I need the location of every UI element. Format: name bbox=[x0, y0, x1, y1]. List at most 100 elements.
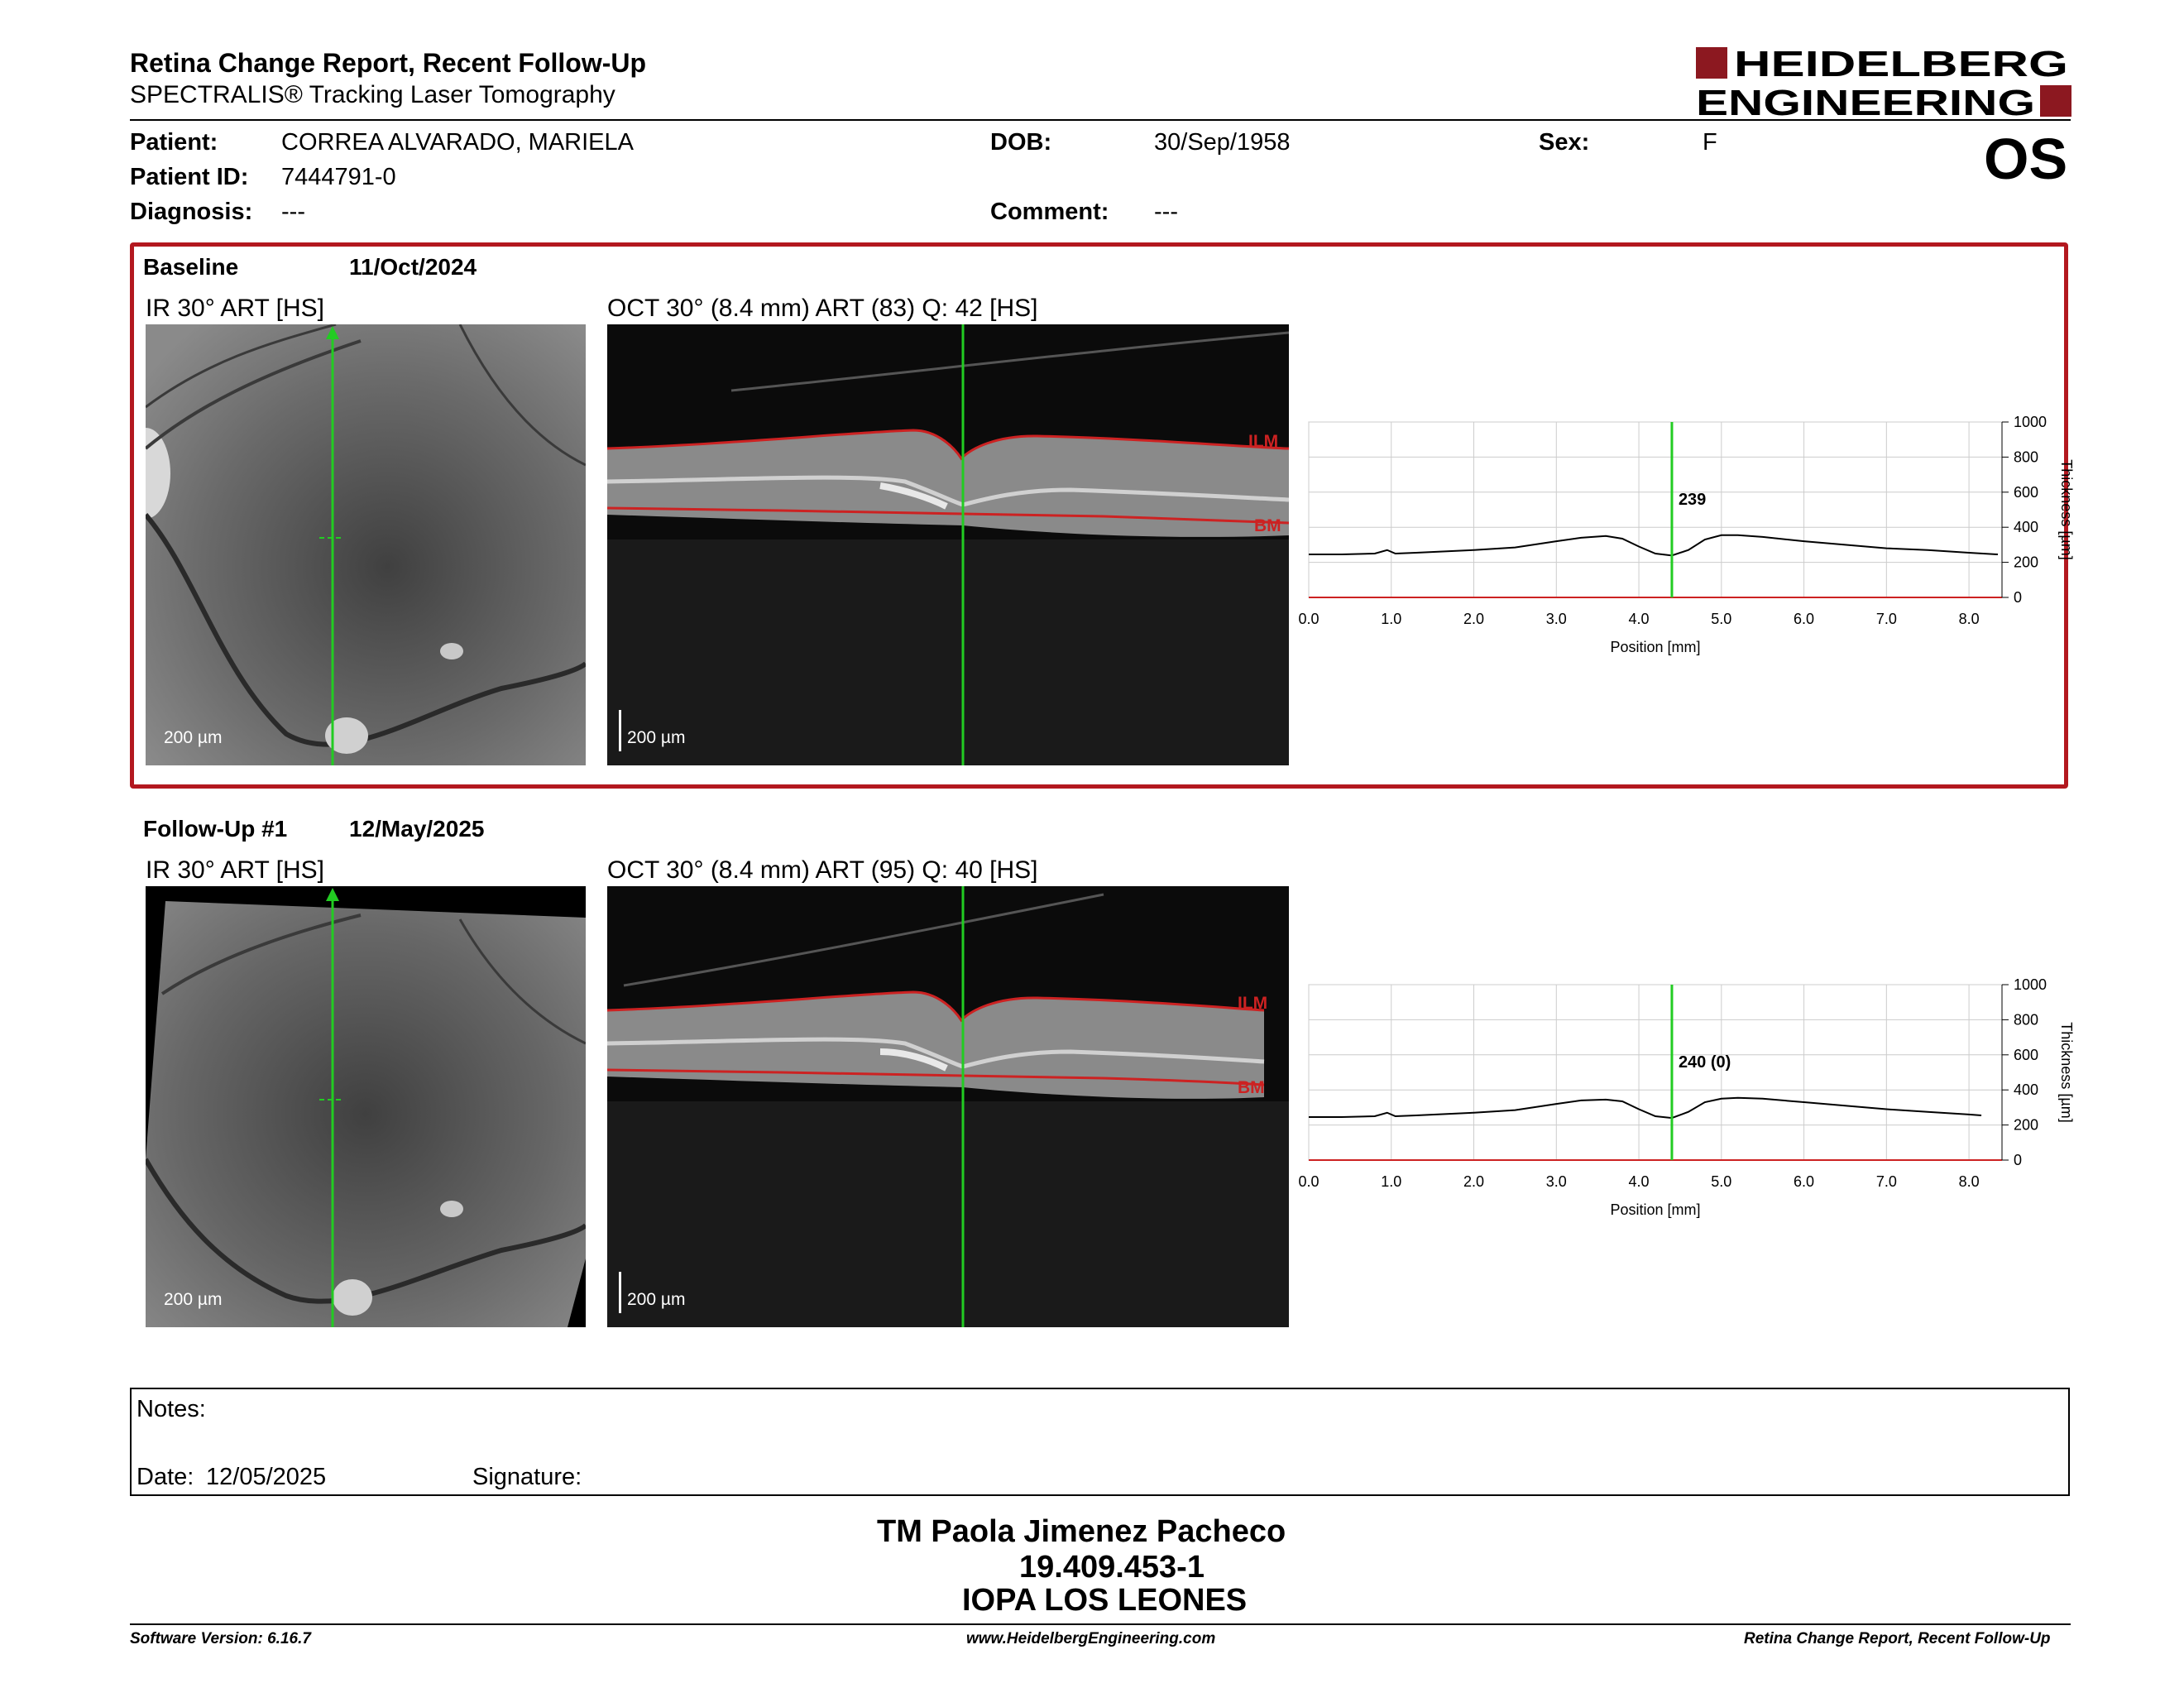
chart-x-tick-label: 6.0 bbox=[1794, 611, 1814, 627]
logo-text-top: HEIDELBERG bbox=[1734, 45, 2068, 84]
patient-id-label: Patient ID: bbox=[130, 164, 249, 190]
baseline-ir-image: 200 µm bbox=[146, 324, 586, 765]
notes-date-label: Date: bbox=[136, 1464, 194, 1490]
notes-label: Notes: bbox=[136, 1396, 206, 1422]
chart-x-tick-label: 2.0 bbox=[1463, 611, 1484, 627]
signer-id: 19.409.453-1 bbox=[1019, 1550, 1205, 1585]
chart-y-tick-label: 600 bbox=[2014, 1047, 2038, 1063]
patient-name: CORREA ALVARADO, MARIELA bbox=[281, 129, 634, 156]
chart-x-tick-label: 3.0 bbox=[1546, 1173, 1567, 1190]
chart-y-axis-label: Thickness [µm] bbox=[2058, 1022, 2075, 1122]
baseline-oct-scale: 200 µm bbox=[627, 728, 686, 747]
followup-ilm-label: ILM bbox=[1238, 994, 1268, 1013]
chart-x-tick-label: 8.0 bbox=[1959, 1173, 1980, 1190]
dob-label: DOB: bbox=[990, 129, 1052, 156]
footer-divider bbox=[130, 1623, 2071, 1625]
patient-id: 7444791-0 bbox=[281, 164, 396, 190]
chart-x-tick-label: 5.0 bbox=[1711, 1173, 1731, 1190]
followup-ir-image: 200 µm bbox=[146, 886, 586, 1327]
baseline-fundus-graphic bbox=[146, 324, 586, 765]
chart-y-tick-label: 1000 bbox=[2014, 976, 2047, 993]
followup-oct-image: ILM BM 200 µm bbox=[607, 886, 1289, 1327]
chart-x-tick-label: 0.0 bbox=[1299, 1173, 1320, 1190]
chart-x-tick-label: 7.0 bbox=[1876, 1173, 1897, 1190]
baseline-oct-image: ILM BM 200 µm bbox=[607, 324, 1289, 765]
chart-y-tick-label: 400 bbox=[2014, 1081, 2038, 1098]
header-divider bbox=[130, 119, 2071, 121]
followup-thickness-chart: 0.0 1.0 2.0 3.0 4.0 5.0 6.0 7.0 8.0 0 200 400 600 800… bbox=[1299, 976, 2075, 1218]
chart-x-tick-label: 1.0 bbox=[1381, 611, 1401, 627]
chart-y-tick-label: 0 bbox=[2014, 1152, 2022, 1168]
chart-x-axis-label: Position [mm] bbox=[1610, 1201, 1700, 1218]
followup-label: Follow-Up #1 bbox=[143, 816, 288, 842]
baseline-bm-label: BM bbox=[1254, 516, 1281, 535]
sex-value: F bbox=[1703, 129, 1717, 156]
chart-x-axis-label: Position [mm] bbox=[1610, 639, 1700, 655]
chart-y-tick-label: 200 bbox=[2014, 554, 2038, 571]
diagnosis-value: --- bbox=[281, 199, 305, 225]
chart-marker-value: 240 (0) bbox=[1679, 1053, 1731, 1072]
chart-x-tick-label: 0.0 bbox=[1299, 611, 1320, 627]
chart-y-tick-label: 800 bbox=[2014, 448, 2038, 465]
followup-date: 12/May/2025 bbox=[349, 816, 485, 842]
baseline-oct-graphic bbox=[607, 324, 1289, 765]
heidelberg-logo: HEIDELBERG ENGINEERING bbox=[1696, 45, 2071, 119]
followup-oct-graphic bbox=[607, 886, 1289, 1327]
followup-oct-label: OCT 30° (8.4 mm) ART (95) Q: 40 [HS] bbox=[607, 856, 1038, 884]
chart-y-tick-label: 800 bbox=[2014, 1011, 2038, 1028]
chart-x-tick-label: 7.0 bbox=[1876, 611, 1897, 627]
sex-label: Sex: bbox=[1539, 129, 1590, 156]
signature-label: Signature: bbox=[472, 1464, 582, 1490]
baseline-oct-scalebar bbox=[619, 710, 621, 751]
logo-square-bottom bbox=[2040, 85, 2071, 117]
followup-ir-label: IR 30° ART [HS] bbox=[146, 856, 324, 884]
website-link[interactable]: www.HeidelbergEngineering.com bbox=[966, 1630, 1216, 1647]
comment-label: Comment: bbox=[990, 199, 1109, 225]
chart-plot-area bbox=[1308, 421, 2003, 598]
comment-value: --- bbox=[1154, 199, 1178, 225]
notes-box[interactable]: Notes: Date: 12/05/2025 Signature: bbox=[130, 1388, 2070, 1496]
chart-y-tick-label: 600 bbox=[2014, 484, 2038, 501]
software-version: Software Version: 6.16.7 bbox=[130, 1630, 311, 1647]
signer-org: IOPA LOS LEONES bbox=[962, 1583, 1248, 1618]
baseline-date: 11/Oct/2024 bbox=[349, 254, 477, 280]
followup-fundus-graphic bbox=[146, 888, 586, 1327]
chart-thickness-line bbox=[1309, 534, 1999, 557]
baseline-ilm-label: ILM bbox=[1248, 432, 1279, 451]
followup-oct-scalebar bbox=[619, 1272, 621, 1313]
followup-bm-label: BM bbox=[1238, 1078, 1265, 1097]
chart-x-tick-label: 4.0 bbox=[1629, 1173, 1650, 1190]
baseline-thickness-chart: 0.0 1.0 2.0 3.0 4.0 5.0 6.0 7.0 8.0 0 200 400 600 800… bbox=[1299, 414, 2075, 655]
chart-x-tick-label: 2.0 bbox=[1463, 1173, 1484, 1190]
chart-y-axis-label: Thickness [µm] bbox=[2058, 459, 2075, 559]
baseline-panel bbox=[130, 242, 2068, 789]
chart-x-tick-label: 8.0 bbox=[1959, 611, 1980, 627]
chart-y-tick-label: 400 bbox=[2014, 519, 2038, 535]
footer-report-name: Retina Change Report, Recent Follow-Up bbox=[1744, 1630, 2051, 1647]
dob-value: 30/Sep/1958 bbox=[1154, 129, 1291, 156]
patient-label: Patient: bbox=[130, 129, 218, 156]
logo-square-top bbox=[1696, 47, 1727, 79]
followup-oct-scale: 200 µm bbox=[627, 1290, 686, 1309]
notes-date-value: 12/05/2025 bbox=[206, 1464, 327, 1490]
baseline-oct-label: OCT 30° (8.4 mm) ART (83) Q: 42 [HS] bbox=[607, 295, 1038, 322]
chart-x-tick-label: 3.0 bbox=[1546, 611, 1567, 627]
report-subtitle: SPECTRALIS® Tracking Laser Tomography bbox=[130, 81, 615, 108]
signer-name: TM Paola Jimenez Pacheco bbox=[877, 1514, 1286, 1549]
baseline-ir-label: IR 30° ART [HS] bbox=[146, 295, 324, 322]
baseline-label: Baseline bbox=[143, 254, 239, 280]
baseline-ir-scale: 200 µm bbox=[164, 728, 223, 747]
chart-thickness-line bbox=[1309, 1096, 1982, 1120]
eye-indicator: OS bbox=[1984, 127, 2068, 191]
chart-x-tick-label: 1.0 bbox=[1381, 1173, 1401, 1190]
diagnosis-label: Diagnosis: bbox=[130, 199, 253, 225]
chart-y-tick-label: 200 bbox=[2014, 1117, 2038, 1134]
chart-plot-area bbox=[1308, 984, 2003, 1161]
chart-y-tick-label: 1000 bbox=[2014, 414, 2047, 430]
report-title: Retina Change Report, Recent Follow-Up bbox=[130, 48, 647, 78]
chart-y-tick-label: 0 bbox=[2014, 589, 2022, 606]
followup-ir-scale: 200 µm bbox=[164, 1290, 223, 1309]
chart-x-tick-label: 4.0 bbox=[1629, 611, 1650, 627]
logo-text-bottom: ENGINEERING bbox=[1696, 83, 2035, 119]
chart-x-tick-label: 5.0 bbox=[1711, 611, 1731, 627]
